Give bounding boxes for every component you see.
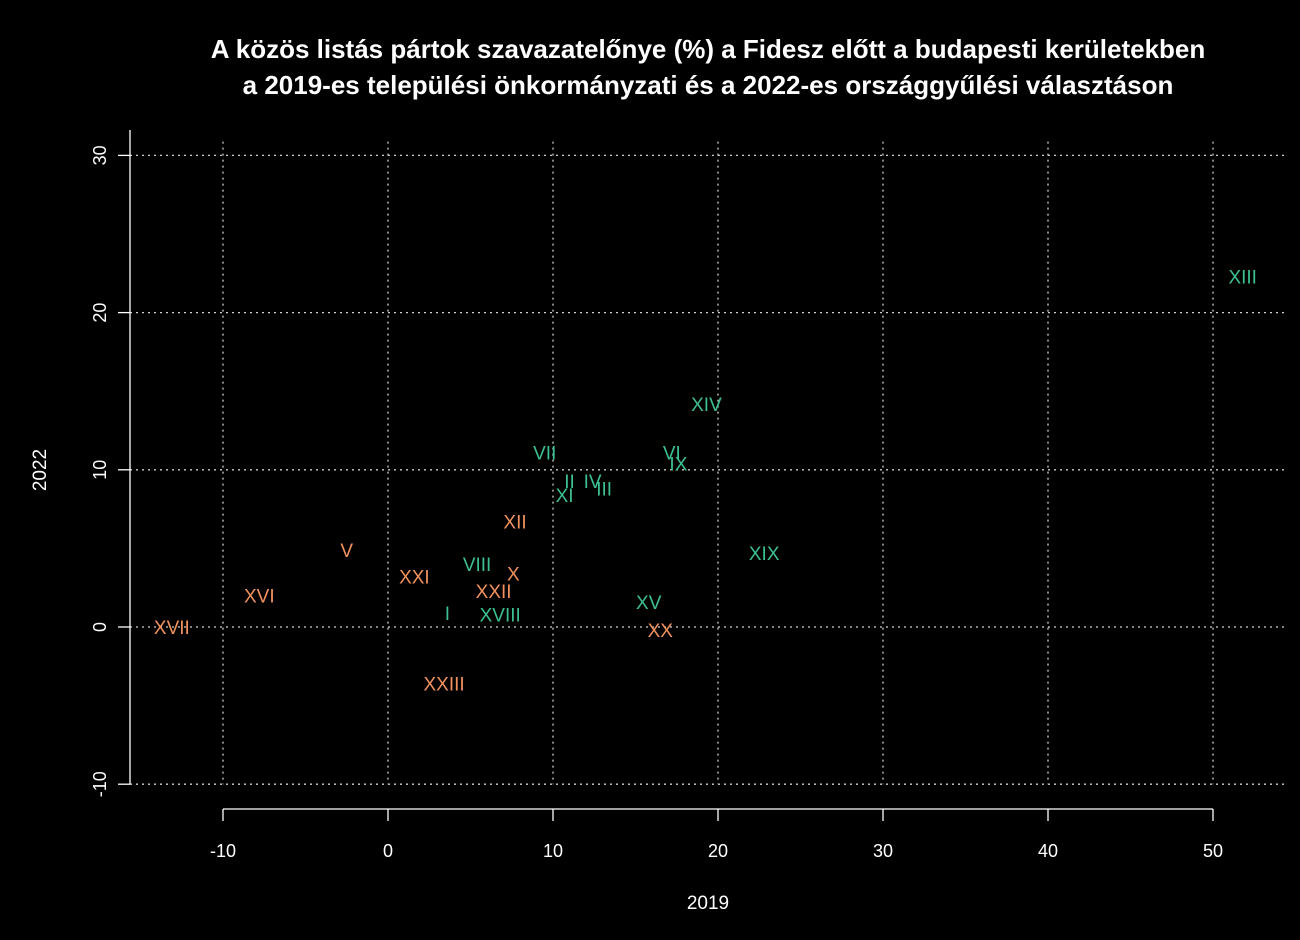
x-tick-label: 30 [873, 841, 893, 861]
chart-title-line-2: a 2019-es települési önkormányzati és a … [243, 70, 1174, 100]
point-label: IX [669, 455, 687, 476]
y-tick-label: 20 [90, 303, 110, 323]
x-axis-label: 2019 [687, 893, 729, 914]
y-tick-label: -10 [90, 771, 110, 797]
point-label: XI [556, 486, 574, 507]
chart-title-line-1: A közös listás pártok szavazatelőnye (%)… [211, 34, 1206, 64]
x-tick-label: 20 [708, 841, 728, 861]
point-label: II [564, 472, 575, 493]
point-label: XXI [399, 568, 430, 589]
point-label: XX [648, 621, 674, 642]
x-tick-label: 50 [1203, 841, 1223, 861]
x-tick-label: 10 [543, 841, 563, 861]
point-label: XIII [1228, 267, 1257, 288]
point-label: XXII [476, 582, 512, 603]
point-label: XVI [244, 587, 275, 608]
point-label: X [507, 565, 520, 586]
point-label: XXIII [424, 675, 465, 696]
point-label: I [445, 604, 450, 625]
point-label: XV [636, 593, 662, 614]
y-tick-label: 10 [90, 460, 110, 480]
grid-lines [130, 141, 1287, 785]
y-tick-label: 30 [90, 145, 110, 165]
point-label: XVII [154, 618, 190, 639]
y-axis-label: 2022 [30, 449, 51, 491]
axes: -10 0 10 20 30 -10 0 10 20 30 40 50 [90, 130, 1223, 861]
point-label: IV [584, 472, 602, 493]
x-tick-label: 40 [1038, 841, 1058, 861]
point-label: XVIII [480, 605, 521, 626]
point-label: XII [503, 513, 526, 534]
point-label: XIX [749, 544, 780, 565]
point-label: V [340, 541, 353, 562]
point-label: VI [663, 444, 681, 465]
point-label: XIV [691, 395, 722, 416]
x-tick-label: 0 [383, 841, 393, 861]
x-tick-label: -10 [210, 841, 236, 861]
point-label: III [596, 480, 612, 501]
y-tick-label: 0 [90, 622, 110, 632]
point-label: VII [533, 444, 556, 465]
point-label: VIII [463, 555, 492, 576]
